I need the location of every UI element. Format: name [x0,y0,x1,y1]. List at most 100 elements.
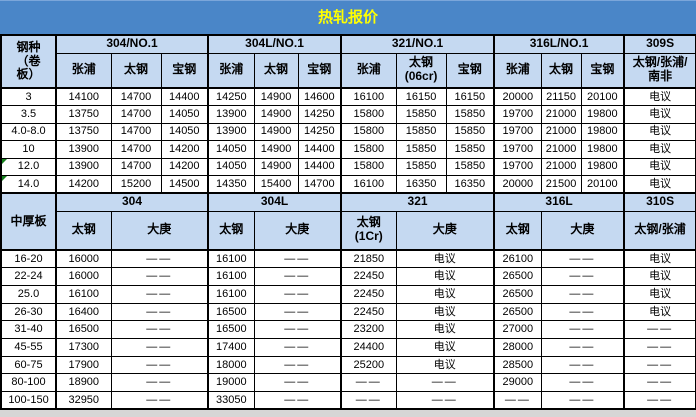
price-cell[interactable]: 21000 [540,122,582,141]
price-cell[interactable]: 19700 [493,157,542,176]
price-cell[interactable]: 14250 [207,87,255,106]
price-cell[interactable]: 14900 [253,140,299,159]
price-cell[interactable]: 20100 [580,175,625,194]
price-cell[interactable]: 14050 [160,122,209,141]
price-cell[interactable]: 14600 [297,87,342,106]
price-cell[interactable]: 15850 [445,140,495,159]
price-cell[interactable]: 16400 [55,302,112,322]
price-cell[interactable]: 15850 [445,122,495,141]
price-cell[interactable]: 电议 [623,157,696,176]
price-cell[interactable]: 14700 [110,157,162,176]
price-cell[interactable]: 电议 [395,267,495,286]
price-cell[interactable]: 14200 [160,157,209,176]
price-cell[interactable]: —— [253,267,342,286]
price-cell[interactable]: 15850 [395,140,447,159]
price-cell[interactable]: 电议 [623,284,696,304]
price-cell[interactable]: 16100 [340,87,397,106]
price-cell[interactable]: —— [253,391,342,410]
price-cell[interactable]: 14400 [297,157,342,176]
row-label[interactable]: 60-75 [0,355,57,375]
price-cell[interactable]: —— [395,391,495,410]
price-cell[interactable]: 13900 [55,157,112,176]
price-cell[interactable]: 27000 [493,320,542,339]
price-cell[interactable]: 19800 [580,122,625,141]
price-cell[interactable]: 14250 [297,122,342,141]
price-cell[interactable]: —— [540,302,625,322]
price-cell[interactable]: 20100 [580,87,625,106]
price-cell[interactable]: 14900 [253,157,299,176]
price-cell[interactable]: 17400 [207,337,255,357]
price-cell[interactable]: —— [110,302,209,322]
price-cell[interactable]: —— [540,337,625,357]
price-cell[interactable]: 16350 [445,175,495,194]
price-cell[interactable]: —— [340,373,397,392]
price-cell[interactable]: 电议 [395,249,495,269]
price-cell[interactable]: —— [540,373,625,392]
price-cell[interactable]: 电议 [623,122,696,141]
price-cell[interactable]: 22450 [340,267,397,286]
row-label-with-comment-marker[interactable]: 14.0 [0,175,57,194]
price-cell[interactable]: —— [253,320,342,339]
price-cell[interactable]: 14350 [207,175,255,194]
price-cell[interactable]: —— [110,355,209,375]
row-label[interactable]: 22-24 [0,267,57,286]
price-cell[interactable]: 32950 [55,391,112,410]
price-cell[interactable]: 电议 [623,87,696,106]
price-cell[interactable]: —— [540,320,625,339]
price-cell[interactable]: 18900 [55,373,112,392]
price-cell[interactable]: —— [493,391,542,410]
price-cell[interactable]: —— [623,373,696,392]
price-cell[interactable]: 21000 [540,157,582,176]
price-cell[interactable]: —— [540,284,625,304]
price-cell[interactable]: 电议 [623,249,696,269]
price-cell[interactable]: 26500 [493,302,542,322]
price-cell[interactable]: —— [253,355,342,375]
price-cell[interactable]: 电议 [623,302,696,322]
price-cell[interactable]: —— [540,391,625,410]
row-label[interactable]: 26-30 [0,302,57,322]
price-cell[interactable]: 14700 [297,175,342,194]
price-cell[interactable]: 15800 [340,105,397,124]
price-cell[interactable]: 电议 [623,140,696,159]
price-cell[interactable]: —— [623,337,696,357]
price-cell[interactable]: 13900 [207,122,255,141]
price-cell[interactable]: —— [253,337,342,357]
price-cell[interactable]: 电议 [395,320,495,339]
price-cell[interactable]: 14200 [55,175,112,194]
price-cell[interactable]: —— [110,373,209,392]
price-cell[interactable]: —— [340,391,397,410]
price-cell[interactable]: 14900 [253,122,299,141]
row-label[interactable]: 45-55 [0,337,57,357]
price-cell[interactable]: 15800 [340,122,397,141]
row-label[interactable]: 100-150 [0,391,57,410]
price-cell[interactable]: 16000 [55,267,112,286]
price-cell[interactable]: 19800 [580,140,625,159]
row-label[interactable]: 80-100 [0,373,57,392]
price-cell[interactable]: 14400 [160,87,209,106]
price-cell[interactable]: 16350 [395,175,447,194]
price-cell[interactable]: 28000 [493,337,542,357]
row-label[interactable]: 16-20 [0,249,57,269]
price-cell[interactable]: 19000 [207,373,255,392]
price-cell[interactable]: 17900 [55,355,112,375]
price-cell[interactable]: 17300 [55,337,112,357]
price-cell[interactable]: 电议 [623,105,696,124]
price-cell[interactable]: 19700 [493,122,542,141]
price-cell[interactable]: 13900 [207,105,255,124]
price-cell[interactable]: 16100 [340,175,397,194]
row-label[interactable]: 10 [0,140,57,159]
price-cell[interactable]: 15850 [445,157,495,176]
price-cell[interactable]: 13750 [55,122,112,141]
price-cell[interactable]: —— [395,373,495,392]
price-cell[interactable]: 14050 [207,140,255,159]
price-cell[interactable]: 28500 [493,355,542,375]
price-cell[interactable]: 16500 [55,320,112,339]
price-cell[interactable]: 14700 [110,105,162,124]
price-cell[interactable]: 15800 [340,140,397,159]
price-cell[interactable]: —— [540,355,625,375]
price-cell[interactable]: 15850 [395,122,447,141]
price-cell[interactable]: 14700 [110,140,162,159]
price-cell[interactable]: 电议 [395,355,495,375]
price-cell[interactable]: 23200 [340,320,397,339]
price-cell[interactable]: 14050 [160,105,209,124]
